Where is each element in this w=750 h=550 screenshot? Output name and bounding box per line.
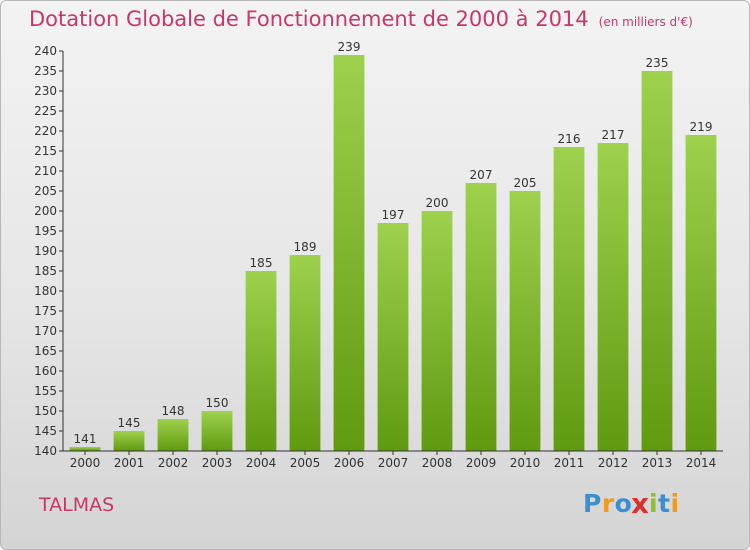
bar-2007 bbox=[377, 223, 409, 451]
bar-2013 bbox=[641, 71, 673, 451]
data-label-2009: 207 bbox=[470, 168, 493, 182]
bar-2010 bbox=[509, 191, 541, 451]
logo-letter: t bbox=[658, 489, 671, 518]
y-tick-label: 195 bbox=[34, 224, 57, 238]
bar-2011 bbox=[553, 147, 585, 451]
place-name: TALMAS bbox=[39, 494, 115, 516]
data-label-2003: 150 bbox=[206, 396, 229, 410]
y-tick-label: 230 bbox=[34, 84, 57, 98]
y-tick-label: 240 bbox=[34, 44, 57, 58]
y-tick-label: 165 bbox=[34, 344, 57, 358]
data-label-2005: 189 bbox=[294, 240, 317, 254]
chart-title-text: Dotation Globale de Fonctionnement de 20… bbox=[29, 7, 589, 31]
bar-2006 bbox=[333, 55, 365, 451]
proxiti-logo[interactable]: Proxiti bbox=[583, 487, 680, 520]
y-tick-label: 205 bbox=[34, 184, 57, 198]
y-tick-label: 220 bbox=[34, 124, 57, 138]
data-label-2000: 141 bbox=[74, 432, 97, 446]
y-tick-label: 190 bbox=[34, 244, 57, 258]
logo-letter: r bbox=[601, 489, 615, 518]
logo-letter: x bbox=[631, 487, 650, 520]
data-label-2001: 145 bbox=[118, 416, 141, 430]
data-label-2004: 185 bbox=[250, 256, 273, 270]
data-label-2014: 219 bbox=[690, 120, 713, 134]
x-tick-label-2000: 2000 bbox=[70, 456, 101, 470]
x-tick-label-2011: 2011 bbox=[554, 456, 585, 470]
unit-label: (en milliers d'€) bbox=[598, 15, 693, 29]
x-tick-label-2013: 2013 bbox=[642, 456, 673, 470]
y-tick-label: 180 bbox=[34, 284, 57, 298]
x-tick-label-2007: 2007 bbox=[378, 456, 409, 470]
bar-2012 bbox=[597, 143, 629, 451]
x-tick-label-2002: 2002 bbox=[158, 456, 189, 470]
logo-letter: o bbox=[614, 489, 633, 518]
y-tick-label: 235 bbox=[34, 64, 57, 78]
bar-2002 bbox=[157, 419, 189, 451]
bar-2004 bbox=[245, 271, 277, 451]
y-tick-label: 160 bbox=[34, 364, 57, 378]
x-tick-label-2010: 2010 bbox=[510, 456, 541, 470]
bar-2005 bbox=[289, 255, 321, 451]
chart-title: Dotation Globale de Fonctionnement de 20… bbox=[29, 7, 693, 31]
data-label-2007: 197 bbox=[382, 208, 405, 222]
y-tick-label: 175 bbox=[34, 304, 57, 318]
x-tick-label-2004: 2004 bbox=[246, 456, 277, 470]
logo-letter: i bbox=[649, 489, 659, 518]
y-tick-label: 185 bbox=[34, 264, 57, 278]
y-tick-label: 225 bbox=[34, 104, 57, 118]
y-tick-label: 140 bbox=[34, 444, 57, 458]
data-label-2006: 239 bbox=[338, 40, 361, 54]
y-tick-label: 155 bbox=[34, 384, 57, 398]
y-tick-label: 145 bbox=[34, 424, 57, 438]
x-tick-label-2005: 2005 bbox=[290, 456, 321, 470]
x-tick-label-2012: 2012 bbox=[598, 456, 629, 470]
bar-2008 bbox=[421, 211, 453, 451]
logo-letter: i bbox=[670, 489, 680, 518]
data-label-2010: 205 bbox=[514, 176, 537, 190]
y-tick-label: 150 bbox=[34, 404, 57, 418]
data-label-2008: 200 bbox=[426, 196, 449, 210]
bar-2001 bbox=[113, 431, 145, 451]
y-tick-label: 200 bbox=[34, 204, 57, 218]
y-tick-label: 170 bbox=[34, 324, 57, 338]
bars: 141 145 148 150 185 189 239 197 200 207 205 216 217 2… bbox=[69, 40, 717, 451]
y-axis: 140 145 150 155 160 165 170 175 180 185 190 195 200 2… bbox=[34, 44, 64, 458]
bar-2000 bbox=[69, 447, 101, 451]
bar-2003 bbox=[201, 411, 233, 451]
x-tick-label-2009: 2009 bbox=[466, 456, 497, 470]
y-tick-label: 210 bbox=[34, 164, 57, 178]
x-axis: 2000 2001 2002 2003 2004 2005 2006 2007 2008 2009… bbox=[63, 450, 723, 470]
x-tick-label-2008: 2008 bbox=[422, 456, 453, 470]
x-tick-label-2014: 2014 bbox=[686, 456, 717, 470]
logo-letter: P bbox=[583, 489, 602, 518]
y-tick-label: 215 bbox=[34, 144, 57, 158]
data-label-2013: 235 bbox=[646, 56, 669, 70]
data-label-2011: 216 bbox=[558, 132, 581, 146]
data-label-2012: 217 bbox=[602, 128, 625, 142]
bar-2009 bbox=[465, 183, 497, 451]
x-tick-label-2001: 2001 bbox=[114, 456, 145, 470]
data-label-2002: 148 bbox=[162, 404, 185, 418]
x-tick-label-2003: 2003 bbox=[202, 456, 233, 470]
bar-2014 bbox=[685, 135, 717, 451]
x-tick-label-2006: 2006 bbox=[334, 456, 365, 470]
